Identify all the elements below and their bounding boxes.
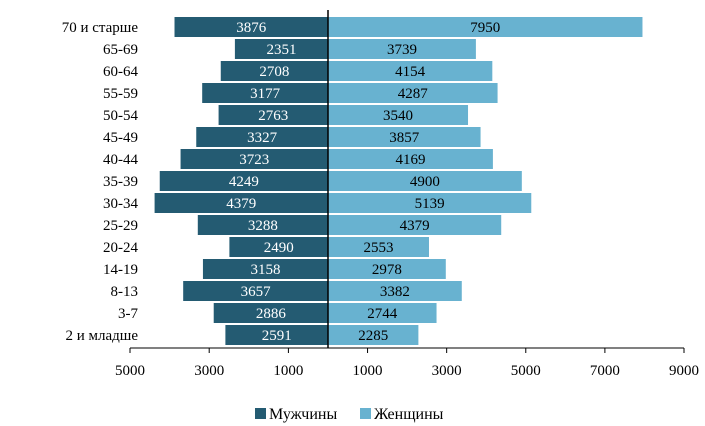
value-label-male: 3723	[239, 152, 269, 168]
value-label-female: 2285	[358, 328, 388, 344]
bar-female	[328, 149, 493, 169]
x-axis-ticks: 5000 3000 1000 1000 3000 5000 7000 9000	[115, 348, 699, 379]
value-label-female: 4169	[395, 152, 425, 168]
bar-male	[229, 237, 328, 257]
value-label-male: 3158	[250, 262, 280, 278]
value-label-female: 3540	[383, 108, 413, 124]
value-label-male: 2763	[258, 108, 288, 124]
value-label-female: 3857	[389, 130, 420, 146]
category-label: 2 и младше	[65, 328, 138, 344]
value-label-male: 2591	[262, 328, 292, 344]
value-label-male: 3288	[248, 218, 278, 234]
value-label-male: 3657	[241, 284, 272, 300]
bar-male	[183, 281, 328, 301]
legend: Мужчины Женщины	[255, 406, 444, 423]
category-label: 60-64	[103, 64, 138, 80]
x-tick-label: 1000	[273, 363, 303, 379]
bar-female	[328, 105, 469, 125]
bar-male	[174, 17, 328, 37]
category-label: 70 и старше	[62, 20, 139, 36]
bar-male	[154, 193, 328, 213]
female-bars	[328, 17, 643, 345]
value-label-female: 4154	[395, 64, 426, 80]
category-label: 20-24	[103, 240, 138, 256]
category-label: 40-44	[103, 152, 138, 168]
category-label: 25-29	[103, 218, 138, 234]
value-label-female: 4900	[410, 174, 440, 190]
value-label-male: 2886	[256, 306, 287, 322]
bar-male	[234, 39, 328, 59]
value-label-female: 3382	[380, 284, 410, 300]
value-label-female: 2978	[372, 262, 402, 278]
value-label-female: 3739	[387, 42, 417, 58]
category-label: 35-39	[103, 174, 138, 190]
x-tick-label: 1000	[353, 363, 383, 379]
bar-female	[328, 303, 437, 323]
bar-female	[328, 325, 419, 345]
value-label-male: 4249	[229, 174, 259, 190]
bar-female	[328, 215, 502, 235]
x-tick-label: 5000	[511, 363, 541, 379]
category-label: 30-34	[103, 196, 138, 212]
bar-male	[196, 127, 328, 147]
bar-male	[180, 149, 328, 169]
value-label-female: 4287	[398, 86, 429, 102]
x-tick-label: 3000	[194, 363, 224, 379]
value-label-male: 3177	[250, 86, 281, 102]
category-label: 8-13	[111, 284, 139, 300]
x-tick-label: 7000	[590, 363, 620, 379]
x-tick-label: 5000	[115, 363, 145, 379]
legend-swatch-male	[255, 408, 266, 419]
category-label: 45-49	[103, 130, 138, 146]
category-label: 65-69	[103, 42, 138, 58]
category-label: 55-59	[103, 86, 138, 102]
value-label-female: 5139	[415, 196, 445, 212]
legend-label-female: Женщины	[374, 406, 444, 423]
male-bars	[154, 17, 328, 345]
bar-male	[213, 303, 328, 323]
value-label-female: 2553	[363, 240, 393, 256]
category-label: 14-19	[103, 262, 138, 278]
bar-male	[159, 171, 328, 191]
value-label-male: 3327	[247, 130, 278, 146]
x-tick-label: 3000	[432, 363, 462, 379]
bar-female	[328, 281, 462, 301]
bar-male	[202, 83, 328, 103]
legend-swatch-female	[360, 408, 371, 419]
legend-label-male: Мужчины	[269, 406, 337, 423]
bar-male	[220, 61, 328, 81]
bar-female	[328, 127, 481, 147]
category-label: 50-54	[103, 108, 138, 124]
bar-female	[328, 193, 532, 213]
bar-female	[328, 259, 446, 279]
value-label-female: 4379	[400, 218, 430, 234]
value-label-female: 2744	[367, 306, 398, 322]
bar-female	[328, 17, 643, 37]
bar-male	[202, 259, 328, 279]
x-tick-label: 9000	[669, 363, 699, 379]
value-label-male: 3876	[236, 20, 267, 36]
bar-female	[328, 237, 429, 257]
value-label-female: 7950	[470, 20, 500, 36]
bar-female	[328, 83, 498, 103]
bar-female	[328, 61, 493, 81]
bar-female	[328, 171, 522, 191]
value-label-male: 2708	[259, 64, 289, 80]
bar-female	[328, 39, 476, 59]
value-label-male: 2351	[266, 42, 296, 58]
category-labels: 70 и старше 65-69 60-64 55-59 50-54 45-49 40-4…	[62, 20, 139, 344]
value-label-male: 4379	[226, 196, 256, 212]
value-label-male: 2490	[264, 240, 294, 256]
bar-male	[218, 105, 328, 125]
category-label: 3-7	[118, 306, 138, 322]
bar-male	[197, 215, 328, 235]
value-labels: 3876 7950 2351 3739 2708 4154 3177 4287 2763 3540…	[226, 20, 500, 344]
bar-male	[225, 325, 328, 345]
